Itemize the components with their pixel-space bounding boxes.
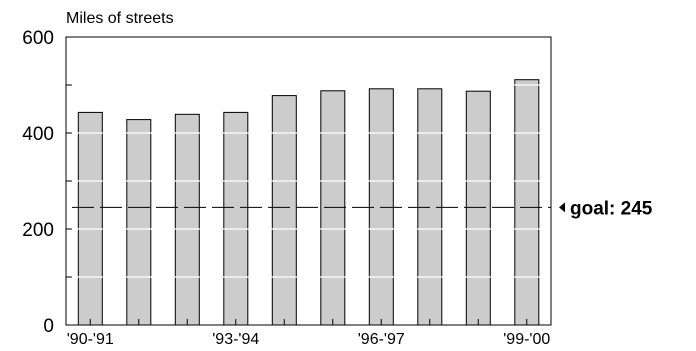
x-tick-label: '93-'94 (212, 331, 259, 348)
bar-9 (465, 90, 491, 326)
x-tick-label: '90-'91 (67, 331, 114, 348)
y-tick-label: 600 (22, 28, 54, 49)
axis-ticks (66, 36, 528, 326)
bar-5 (271, 95, 297, 326)
goal-label: goal: 245 (570, 198, 653, 219)
bar-2 (126, 119, 152, 326)
y-tick-label: 0 (43, 316, 54, 337)
bar-3 (174, 113, 200, 326)
bar-10 (514, 79, 540, 326)
x-tick-labels: '90-'91 '93-'94 '96-'97 '99-'00 (67, 331, 551, 348)
bar-1 (77, 111, 103, 326)
x-tick-label: '96-'97 (358, 331, 405, 348)
y-tick-label: 200 (22, 220, 54, 241)
bars (66, 79, 551, 326)
y-axis-title: Miles of streets (66, 10, 174, 27)
bar-4 (223, 111, 249, 326)
goal-marker: goal: 245 (72, 198, 653, 219)
y-tick-label: 400 (22, 124, 54, 145)
y-tick-labels: 0 200 400 600 (22, 28, 54, 337)
x-tick-label: '99-'00 (503, 331, 550, 348)
goal-arrow-icon (559, 202, 565, 213)
